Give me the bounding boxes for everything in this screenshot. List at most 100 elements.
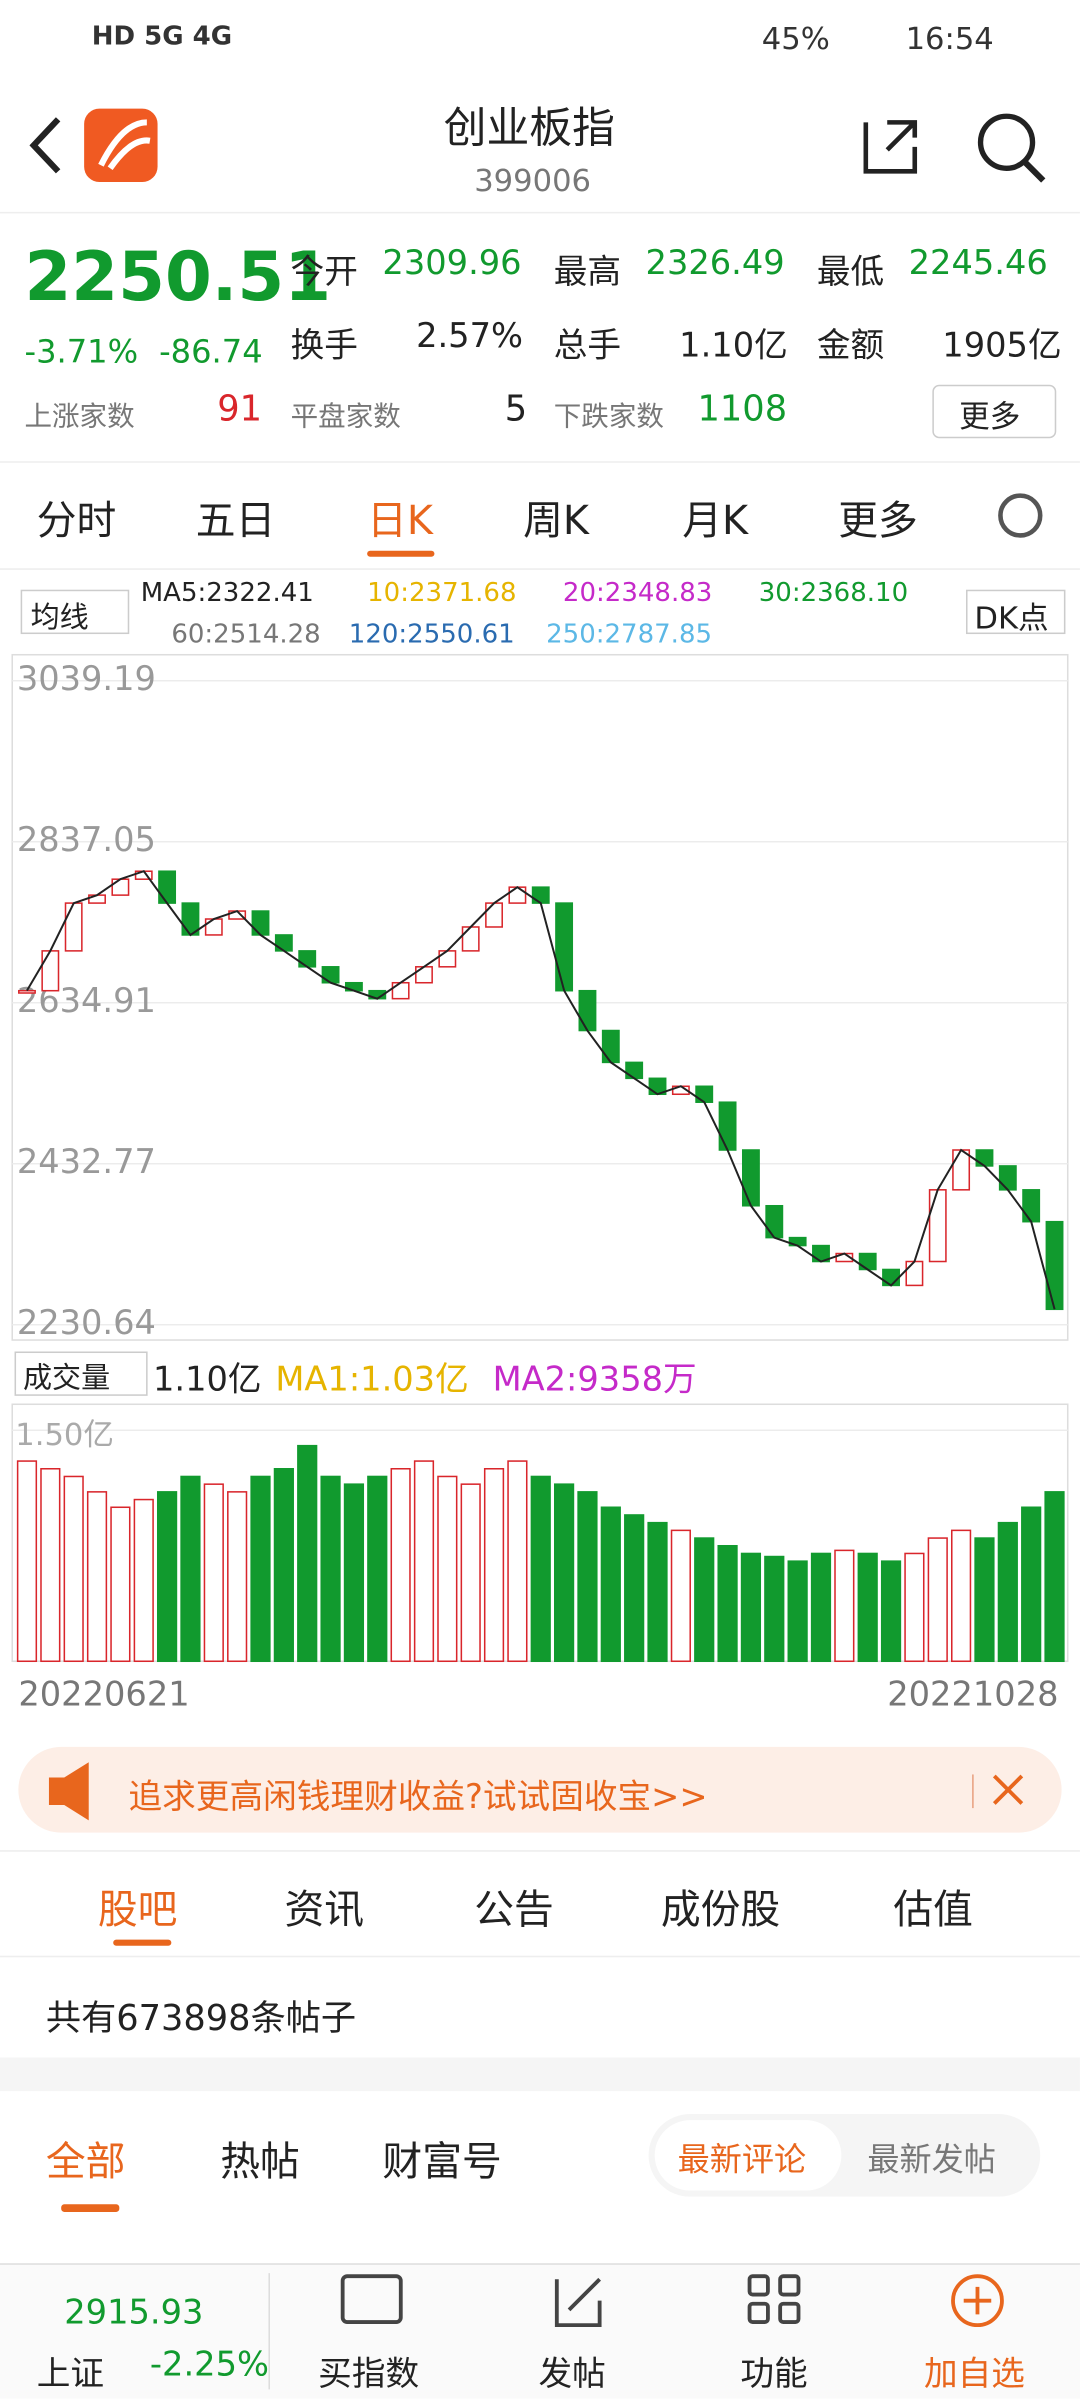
section-tab[interactable]: 股吧 [97,1887,178,1934]
volume-selector-label[interactable]: 成交量 [22,1361,111,1396]
breadth-value: 5 [504,390,528,430]
volume-bar [250,1475,271,1663]
candle [251,910,270,936]
volume-bar [273,1468,294,1663]
search-icon[interactable] [977,113,1036,171]
index-change[interactable]: -2.25% [149,2346,269,2385]
candle [508,886,527,904]
volume-bar [624,1514,645,1663]
volume-bar [670,1529,691,1663]
volume-bar [834,1549,855,1663]
code: 399006 [474,162,592,199]
share-icon[interactable] [863,120,918,174]
section-tab[interactable]: 资讯 [284,1887,365,1934]
candle [18,989,36,994]
sort-latest-comment[interactable]: 最新评论 [677,2141,807,2179]
sort-latest-post[interactable]: 最新发帖 [867,2141,996,2179]
chart-tab[interactable]: 月K [682,498,749,545]
volume-bar [40,1468,61,1663]
more-label[interactable]: 更多 [959,397,1021,435]
chart-tab[interactable]: 更多 [838,498,918,545]
chart-tab[interactable]: 五日 [195,498,276,545]
breadth-label: 上涨家数 [24,400,135,433]
candle [158,870,177,904]
more-button[interactable] [932,384,1057,439]
field-value: 2245.46 [908,244,1048,283]
nav-item[interactable]: 功能 [740,2355,808,2394]
volume-bar [951,1529,972,1663]
ma-value: 250:2787.85 [546,619,713,651]
post-tab[interactable]: 热帖 [220,2140,300,2186]
banner-close[interactable] [992,1774,1024,1805]
change-pct: -3.71% [24,333,139,371]
index-value[interactable]: 2915.93 [64,2294,204,2333]
candle [765,1204,784,1239]
index-name[interactable]: 上证 [36,2355,105,2394]
volume-bar [63,1475,84,1663]
dk-label[interactable]: DK点 [974,599,1049,637]
date-start: 20220621 [18,1676,190,1715]
field-label: 金额 [816,327,885,366]
candle [41,950,60,992]
candle [111,878,130,896]
chart-tab[interactable]: 分时 [36,498,117,545]
volume-bar [367,1475,388,1663]
volume-bar [740,1552,762,1663]
settings-icon[interactable] [998,493,1043,538]
candle [858,1252,877,1271]
post-tab[interactable]: 全部 [45,2140,126,2186]
volume-bar [577,1491,598,1663]
time: 16:54 [905,19,994,57]
nav-item[interactable]: 发帖 [538,2355,606,2394]
chart-tab[interactable]: 周K [523,498,590,545]
field-label: 换手 [290,327,358,366]
section-tab[interactable]: 公告 [474,1887,554,1934]
candle [998,1165,1017,1191]
dk-button[interactable] [966,589,1066,635]
volume-bar [343,1483,365,1663]
candle [695,1085,714,1103]
close-line [26,869,1056,1310]
section-tab[interactable]: 估值 [893,1887,973,1934]
volume-bar [810,1552,832,1663]
ma-selector[interactable] [20,589,130,635]
section-tab[interactable]: 成份股 [660,1887,781,1934]
candle [274,934,293,952]
back-icon[interactable] [29,117,61,174]
volume-bar [227,1491,248,1663]
chart-tab[interactable]: 日K [367,498,434,545]
candle [578,989,597,1032]
volume-bar [413,1460,435,1663]
volume-selector[interactable] [14,1351,148,1396]
ma-value: 10:2371.68 [367,578,517,609]
ma-value: 20:2348.83 [562,578,713,609]
candle [1045,1220,1064,1311]
field-label: 最低 [816,253,885,293]
candle [321,966,340,984]
post-tab[interactable]: 财富号 [382,2140,502,2186]
volume-bar [857,1552,878,1663]
ma-value: 60:2514.28 [171,619,321,651]
candle [928,1189,947,1263]
candle [882,1268,900,1287]
candle [718,1101,737,1151]
breadth-value: 1108 [697,390,788,430]
banner-bg[interactable] [18,1746,1062,1833]
breadth-label: 平盘家数 [290,400,401,433]
volume-bar [974,1537,995,1663]
volume-bar [787,1560,808,1663]
ma-selector-label[interactable]: 均线 [30,601,89,635]
volume-bar [997,1521,1018,1663]
nav-item[interactable]: 加自选 [923,2355,1025,2394]
ma-value: 120:2550.61 [348,619,515,651]
banner-text[interactable]: 追求更高闲钱理财收益?试试固收宝>> [128,1779,708,1818]
candle [952,1149,971,1191]
candle [975,1149,994,1167]
field-value: 2309.96 [382,244,522,283]
candle [531,886,550,904]
candle [601,1029,620,1064]
nav-item[interactable]: 买指数 [318,2355,420,2394]
volume-bar [110,1506,131,1663]
